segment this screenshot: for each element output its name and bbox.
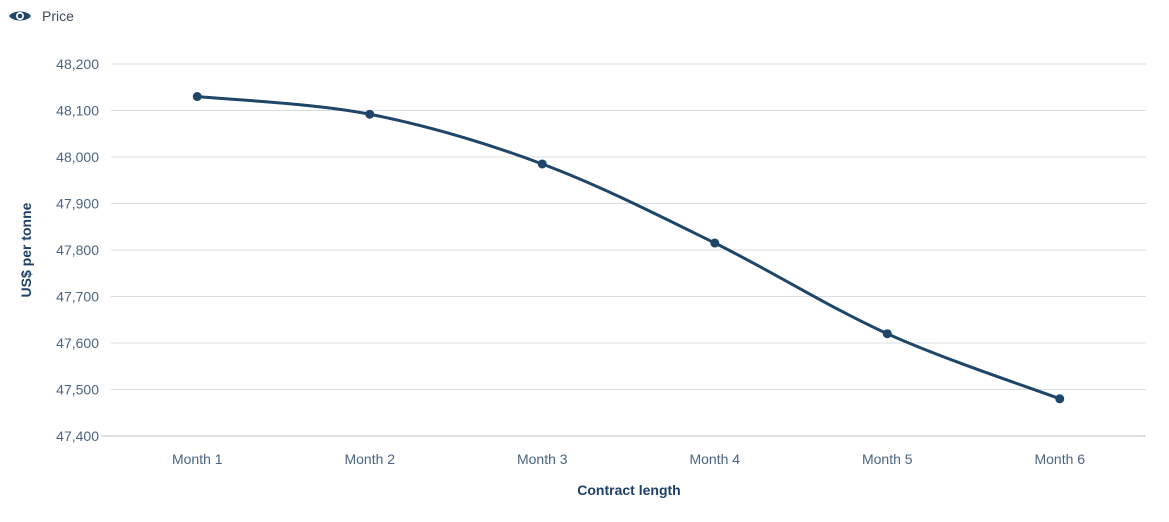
- data-point[interactable]: [882, 329, 892, 339]
- y-tick-label: 48,200: [56, 56, 99, 72]
- x-tick-label: Month 1: [172, 451, 223, 467]
- series-line-price[interactable]: [195, 95, 1062, 401]
- data-point[interactable]: [537, 159, 547, 169]
- y-axis-title: US$ per tonne: [18, 202, 34, 297]
- x-tick-label: Month 3: [517, 451, 568, 467]
- y-axis-ticks: 48,200 48,100 48,000 47,900 47,800 47,700 47,6…: [56, 56, 99, 444]
- x-tick-label: Month 2: [344, 451, 395, 467]
- grid-layer: [101, 63, 1146, 437]
- y-tick-label: 47,900: [56, 196, 99, 212]
- y-tick-label: 47,700: [56, 289, 99, 305]
- y-tick-label: 48,000: [56, 149, 99, 165]
- data-point[interactable]: [1055, 394, 1065, 404]
- series-layer: [192, 92, 1065, 404]
- x-tick-label: Month 6: [1034, 451, 1085, 467]
- data-point[interactable]: [710, 238, 720, 248]
- legend-label: Price: [42, 8, 74, 24]
- y-tick-label: 47,600: [56, 335, 99, 351]
- y-tick-label: 47,500: [56, 382, 99, 398]
- x-axis-ticks: Month 1 Month 2 Month 3 Month 4 Month 5 Month…: [172, 451, 1085, 467]
- x-tick-label: Month 4: [689, 451, 740, 467]
- data-point[interactable]: [192, 92, 202, 102]
- y-tick-label: 48,100: [56, 103, 99, 119]
- x-tick-label: Month 5: [862, 451, 913, 467]
- x-axis-title: Contract length: [577, 482, 680, 498]
- legend-item-price[interactable]: Price: [8, 8, 74, 24]
- y-tick-label: 47,800: [56, 242, 99, 258]
- y-tick-label: 47,400: [56, 428, 99, 444]
- eye-icon: [9, 11, 31, 21]
- data-point[interactable]: [365, 109, 375, 119]
